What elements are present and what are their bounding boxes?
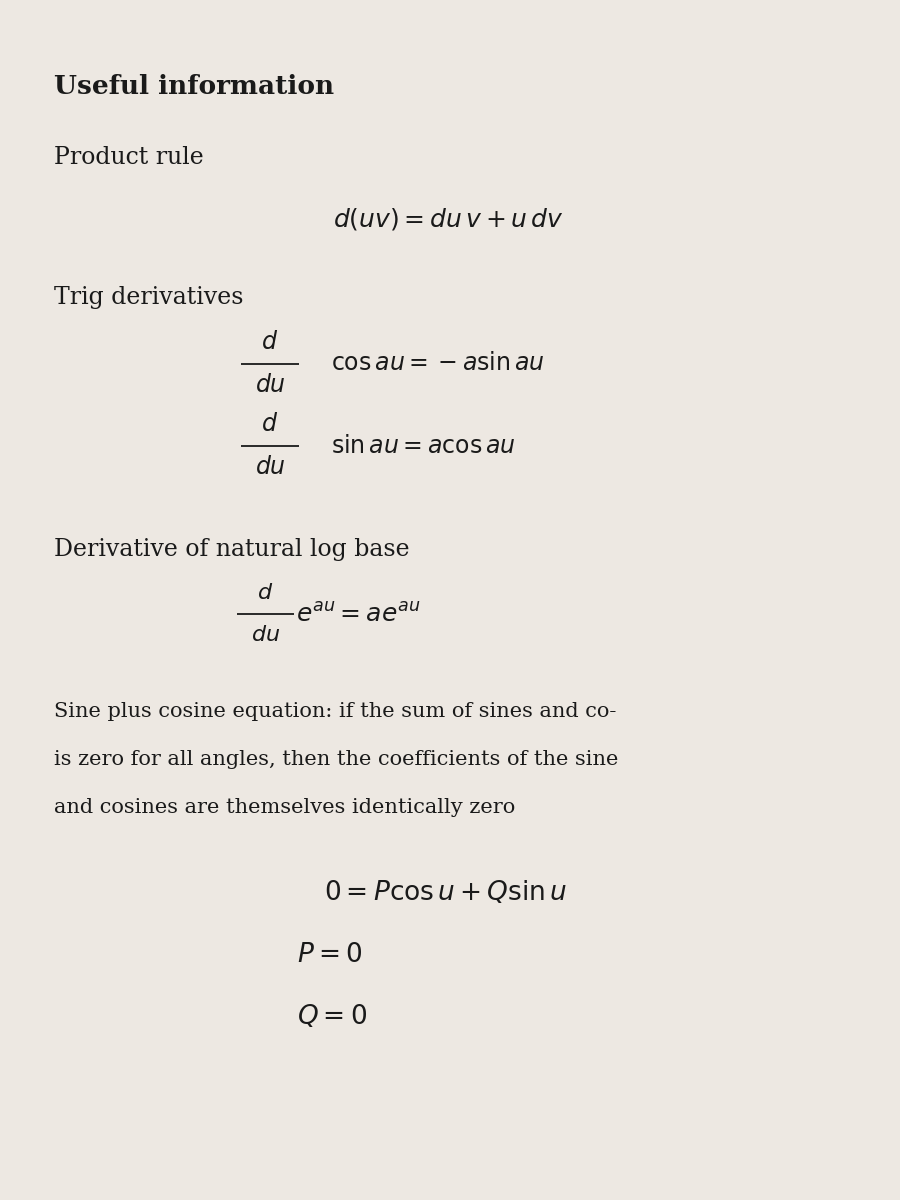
Text: $du$: $du$ (251, 624, 280, 647)
Text: $\cos au = -a\sin au$: $\cos au = -a\sin au$ (331, 352, 544, 376)
Text: Sine plus cosine equation: if the sum of sines and co-: Sine plus cosine equation: if the sum of… (54, 702, 616, 721)
Text: Product rule: Product rule (54, 146, 203, 169)
Text: and cosines are themselves identically zero: and cosines are themselves identically z… (54, 798, 515, 817)
Text: is zero for all angles, then the coefficients of the sine: is zero for all angles, then the coeffic… (54, 750, 618, 769)
Text: $d$: $d$ (262, 413, 278, 437)
Text: $Q = 0$: $Q = 0$ (297, 1002, 367, 1028)
Text: $d$: $d$ (257, 582, 274, 605)
Text: $d$: $d$ (262, 330, 278, 354)
Text: $0 = P\cos u + Q\sin u$: $0 = P\cos u + Q\sin u$ (324, 878, 567, 905)
Text: Trig derivatives: Trig derivatives (54, 286, 244, 308)
Text: $du$: $du$ (255, 456, 285, 480)
Text: $e^{au} = ae^{au}$: $e^{au} = ae^{au}$ (296, 602, 420, 626)
Text: $\sin au = a\cos au$: $\sin au = a\cos au$ (331, 434, 516, 458)
Text: $P = 0$: $P = 0$ (297, 942, 363, 967)
Text: Useful information: Useful information (54, 74, 334, 100)
Text: $d(uv) = du\, v + u\, dv$: $d(uv) = du\, v + u\, dv$ (333, 206, 563, 233)
Text: $du$: $du$ (255, 373, 285, 397)
Text: Derivative of natural log base: Derivative of natural log base (54, 538, 410, 560)
